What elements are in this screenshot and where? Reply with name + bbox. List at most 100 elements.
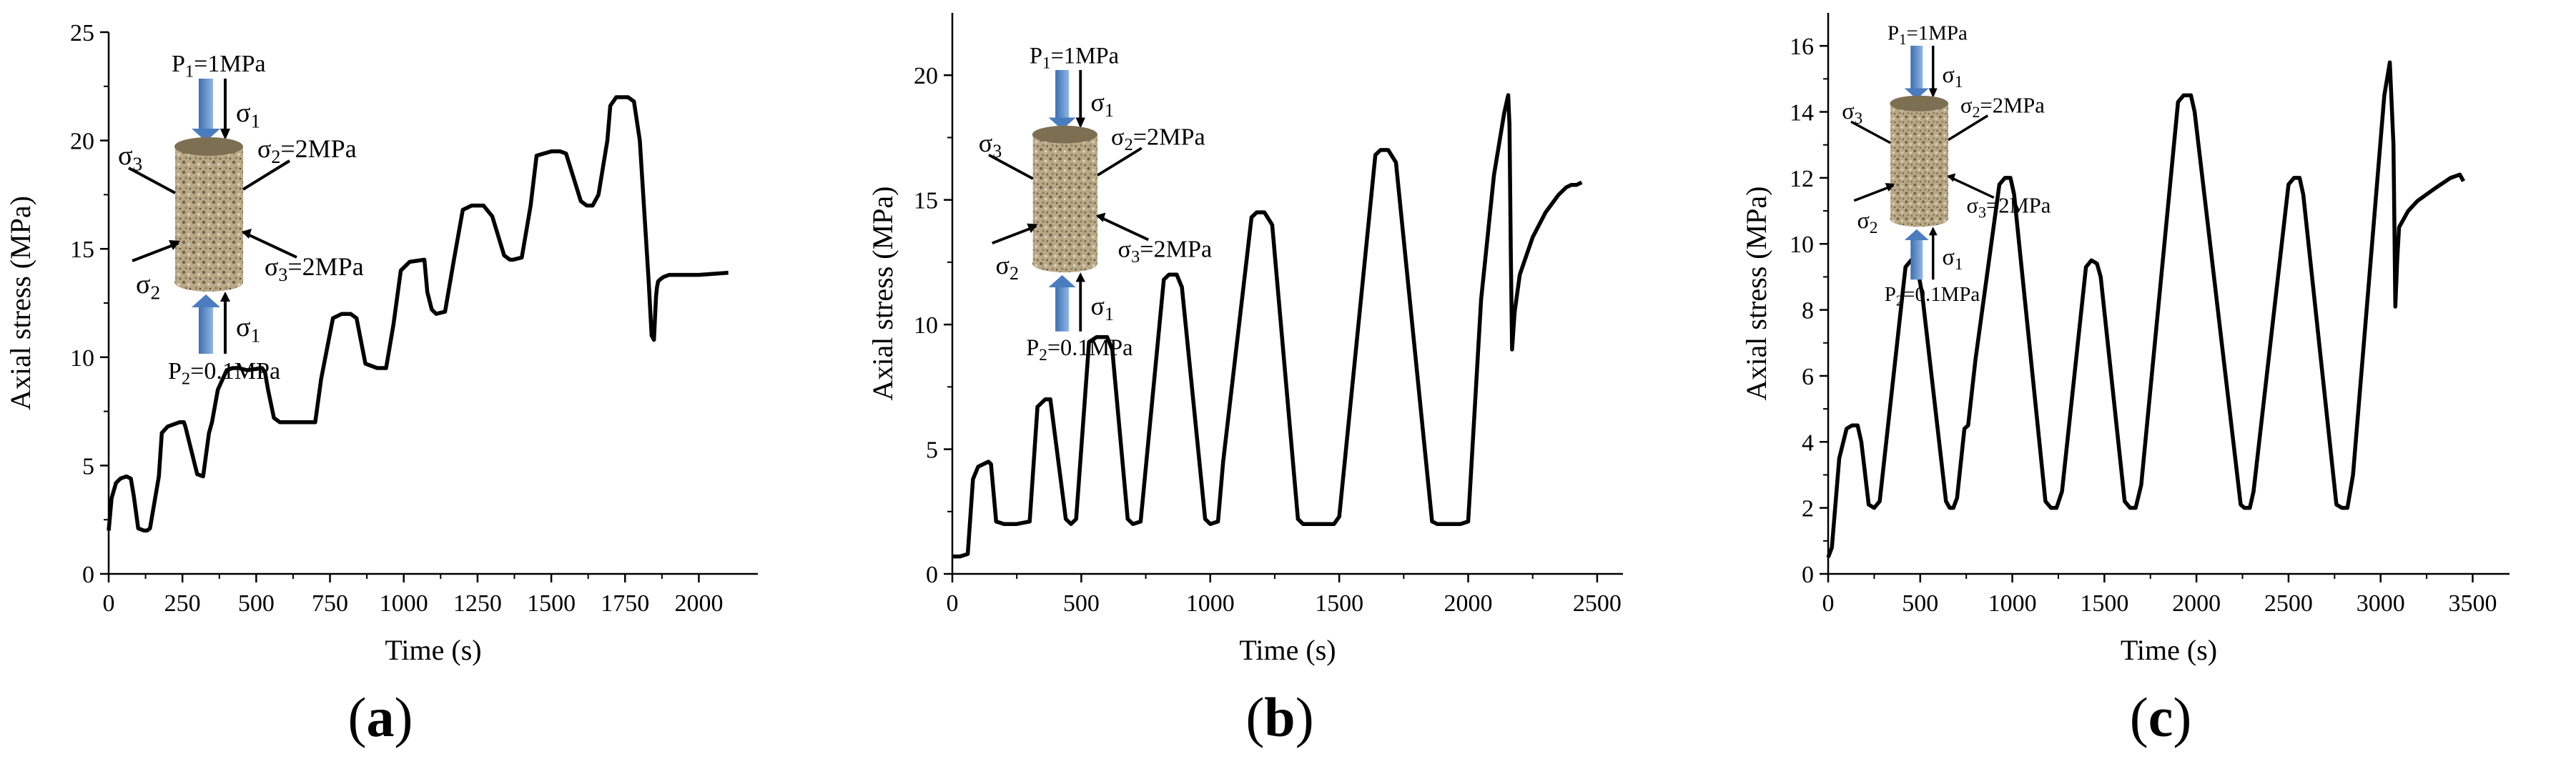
sigma3-value-label: σ3=2MPa [1967, 194, 2051, 222]
sigma1-bottom-label: σ1 [236, 312, 260, 346]
chart-panel-c: 0 500 1000 1500 2000 2500 3000 3500 0 2 4 6 8 10 12 14 1… [1740, 13, 2510, 748]
x-tick-label: 2500 [2264, 590, 2313, 617]
panel-label: (a) [348, 686, 413, 748]
top-pressure-arrow [1910, 46, 1923, 89]
sigma2-line-right [1097, 147, 1143, 177]
x-tick-label: 1500 [1315, 590, 1363, 617]
y-tick-label: 10 [70, 345, 94, 372]
bottom-pressure-arrowhead [1048, 274, 1076, 288]
y-tick-label: 6 [1802, 364, 1814, 390]
y-tick-label: 0 [1802, 562, 1814, 588]
sigma3-line-left [128, 167, 176, 194]
y-tick-label: 20 [914, 63, 938, 89]
specimen-bottom-face [1890, 211, 1948, 227]
sigma2-label-left: σ2 [136, 269, 160, 303]
y-tick-label: 8 [1802, 298, 1814, 324]
rock-specimen [1032, 134, 1097, 264]
y-axis-label: Axial stress (MPa) [1740, 187, 1772, 401]
y-tick-label: 0 [926, 562, 938, 588]
sigma2-arrowhead [169, 240, 180, 250]
y-tick-label: 0 [82, 562, 94, 588]
sigma2-arrowhead [1027, 223, 1038, 233]
sigma1-bottom-arrowhead [220, 292, 230, 302]
sigma2-value-label: σ2=2MPa [1111, 124, 1205, 155]
x-tick-label: 1500 [527, 590, 576, 617]
x-tick-label: 1250 [453, 590, 502, 617]
sigma3-arrowhead [1947, 173, 1956, 182]
x-axis-label: Time (s) [1239, 634, 1336, 666]
y-tick-label: 12 [1790, 166, 1814, 192]
sigma3-value-label: σ3=2MPa [265, 252, 364, 285]
x-tick-label: 500 [1063, 590, 1100, 617]
sigma2-arrowhead [1885, 183, 1895, 192]
top-pressure-arrow [1055, 70, 1070, 118]
panel-label: (c) [2130, 686, 2192, 748]
x-tick-label: 2500 [1573, 590, 1622, 617]
x-tick-label: 500 [1902, 590, 1938, 617]
p1-label: P1=1MPa [172, 51, 266, 81]
y-tick-label: 10 [1790, 232, 1814, 258]
x-tick-label: 0 [947, 590, 959, 617]
sigma3-line-right [1948, 175, 1995, 199]
x-tick-label: 500 [238, 590, 275, 617]
bottom-pressure-arrowhead [1904, 229, 1929, 240]
x-tick-label: 1000 [380, 590, 428, 617]
p2-label: P2=0.1MPa [168, 358, 280, 388]
x-tick-label: 0 [103, 590, 115, 617]
sigma3-label-left: σ3 [1842, 98, 1862, 128]
x-tick-label: 1000 [1186, 590, 1235, 617]
y-axis-label: Axial stress (MPa) [867, 187, 899, 401]
sigma2-line-right [1948, 114, 1989, 142]
sigma1-top-label: σ1 [1091, 88, 1114, 121]
sigma3-line-right [242, 231, 297, 259]
x-tick-label: 0 [1822, 590, 1835, 617]
y-tick-label: 10 [914, 312, 938, 339]
sigma3-value-label: σ3=2MPa [1118, 236, 1213, 267]
x-tick-label: 750 [312, 590, 348, 617]
sigma1-bottom-arrowhead [1928, 227, 1938, 236]
top-pressure-arrowhead [192, 129, 220, 142]
sigma3-arrowhead [1096, 212, 1106, 222]
y-tick-label: 16 [1790, 34, 1814, 60]
x-tick-label: 250 [164, 590, 201, 617]
sigma2-line-left [992, 224, 1037, 245]
chart-panel-b: 0 500 1000 1500 2000 2500 0 5 10 15 20 Time (s) Axia… [867, 13, 1623, 748]
bottom-pressure-arrowhead [192, 294, 220, 307]
sigma3-label-left: σ3 [979, 129, 1002, 162]
sigma3-arrowhead [242, 229, 252, 239]
sigma2-line-left [132, 242, 179, 262]
y-tick-label: 2 [1802, 496, 1814, 522]
sigma1-top-label: σ1 [1943, 61, 1963, 91]
x-axis-label: Time (s) [385, 634, 481, 666]
p2-label: P2=0.1MPa [1026, 334, 1132, 364]
sigma2-value-label: σ2=2MPa [1960, 94, 2045, 121]
specimen-top-face [174, 137, 243, 156]
specimen-bottom-face [1032, 254, 1097, 273]
sigma1-top-arrowhead [1075, 117, 1085, 129]
top-pressure-arrowhead [1048, 117, 1076, 130]
specimen-top-face [1890, 95, 1948, 111]
x-tick-label: 1000 [1988, 590, 2037, 617]
bottom-pressure-arrow [199, 307, 213, 354]
sigma1-top-arrowhead [220, 129, 230, 140]
specimen-bottom-face [174, 273, 243, 292]
sigma1-top-label: σ1 [236, 98, 260, 132]
y-tick-label: 4 [1802, 430, 1814, 456]
sigma1-bottom-arrowhead [1075, 272, 1085, 282]
sigma2-line-right [242, 159, 291, 191]
sigma2-label-left: σ2 [1857, 207, 1878, 237]
sigma3-label-left: σ3 [118, 141, 142, 174]
sigma2-label-left: σ2 [996, 251, 1019, 284]
specimen-top-face [1032, 125, 1097, 144]
rock-specimen [175, 147, 243, 282]
sigma2-value-label: σ2=2MPa [257, 134, 357, 167]
y-tick-label: 5 [82, 453, 94, 480]
axial-stress-series-line [952, 93, 1583, 559]
p2-label: P2=0.1MPa [1885, 283, 1980, 309]
x-tick-label: 1500 [2080, 590, 2128, 617]
p1-label: P1=1MPa [1030, 43, 1119, 73]
sigma2-line-left [1853, 184, 1895, 202]
